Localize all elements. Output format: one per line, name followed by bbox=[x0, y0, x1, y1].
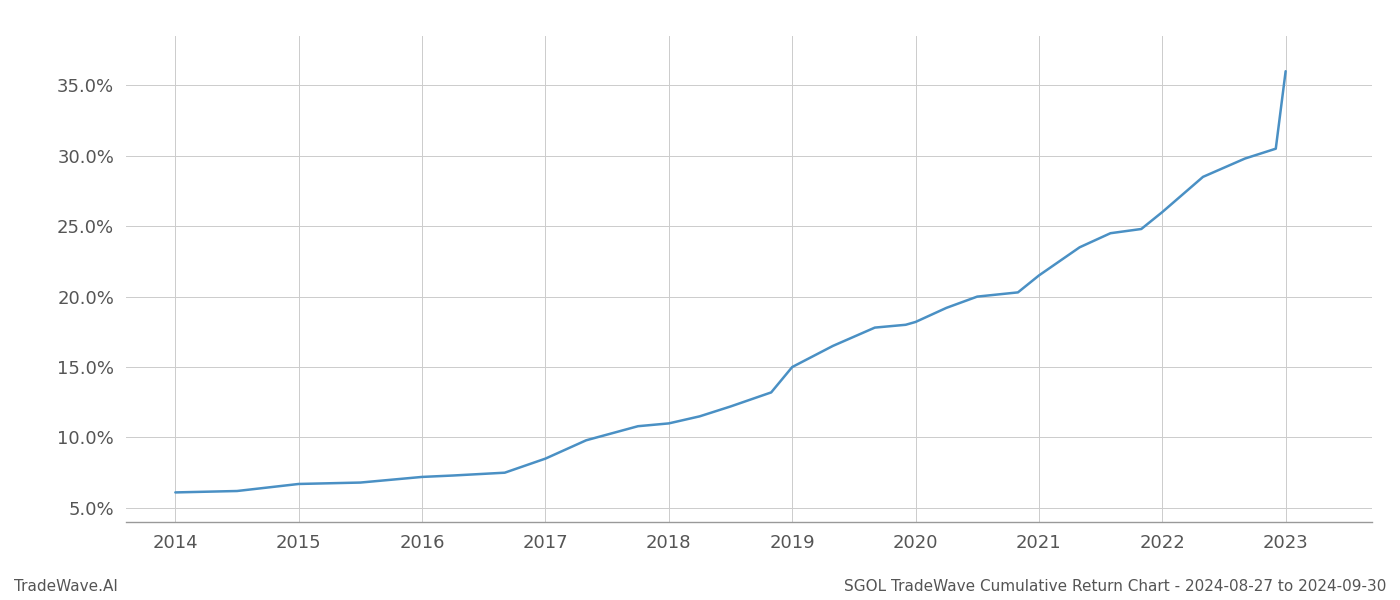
Text: TradeWave.AI: TradeWave.AI bbox=[14, 579, 118, 594]
Text: SGOL TradeWave Cumulative Return Chart - 2024-08-27 to 2024-09-30: SGOL TradeWave Cumulative Return Chart -… bbox=[844, 579, 1386, 594]
